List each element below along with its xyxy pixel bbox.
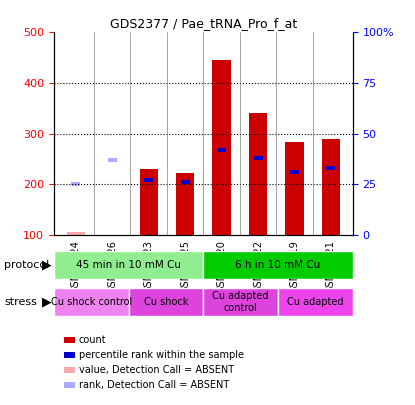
Text: rank, Detection Call = ABSENT: rank, Detection Call = ABSENT xyxy=(79,380,229,390)
FancyBboxPatch shape xyxy=(54,288,129,316)
Text: stress: stress xyxy=(4,297,37,307)
Bar xyxy=(139,169,158,235)
Text: count: count xyxy=(79,335,107,345)
Text: value, Detection Call = ABSENT: value, Detection Call = ABSENT xyxy=(79,365,234,375)
Text: ▶: ▶ xyxy=(42,259,51,272)
Title: GDS2377 / Pae_tRNA_Pro_f_at: GDS2377 / Pae_tRNA_Pro_f_at xyxy=(110,17,297,30)
Text: 6 h in 10 mM Cu: 6 h in 10 mM Cu xyxy=(235,260,321,270)
FancyBboxPatch shape xyxy=(203,288,278,316)
Bar xyxy=(67,232,85,235)
FancyBboxPatch shape xyxy=(278,288,353,316)
Text: Cu adapted: Cu adapted xyxy=(287,297,344,307)
Bar xyxy=(322,139,340,235)
FancyBboxPatch shape xyxy=(129,288,203,316)
Text: Cu adapted
control: Cu adapted control xyxy=(212,291,269,313)
Bar xyxy=(181,180,190,184)
Text: protocol: protocol xyxy=(4,260,49,270)
FancyBboxPatch shape xyxy=(203,251,353,279)
Text: 45 min in 10 mM Cu: 45 min in 10 mM Cu xyxy=(76,260,181,270)
Bar xyxy=(144,178,153,182)
Bar xyxy=(176,173,194,235)
Bar xyxy=(217,148,226,152)
Text: Cu shock control: Cu shock control xyxy=(51,297,132,307)
Bar xyxy=(249,113,267,235)
Bar xyxy=(290,170,299,174)
Bar xyxy=(212,60,231,235)
Bar xyxy=(254,156,263,160)
Bar xyxy=(108,158,117,162)
Bar xyxy=(71,182,81,186)
FancyBboxPatch shape xyxy=(54,251,203,279)
Bar xyxy=(286,142,303,235)
Bar xyxy=(326,166,335,170)
Text: Cu shock: Cu shock xyxy=(144,297,188,307)
Text: ▶: ▶ xyxy=(42,295,51,308)
Text: percentile rank within the sample: percentile rank within the sample xyxy=(79,350,244,360)
